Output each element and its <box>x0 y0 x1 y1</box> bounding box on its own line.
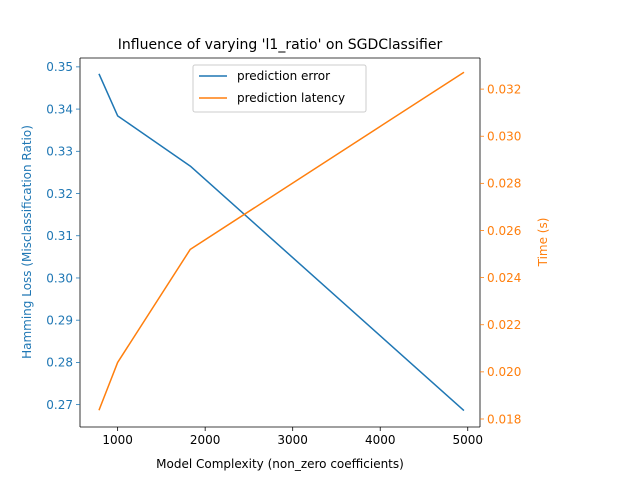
y-right-tick-label: 0.028 <box>487 177 521 191</box>
x-axis-label: Model Complexity (non_zero coefficients) <box>156 457 404 471</box>
x-tick-label: 3000 <box>277 433 308 447</box>
x-tick-label: 1000 <box>102 433 133 447</box>
y-left-tick-label: 0.27 <box>46 398 73 412</box>
chart-title: Influence of varying 'l1_ratio' on SGDCl… <box>118 37 443 53</box>
y-right-tick-label: 0.030 <box>487 130 521 144</box>
y-right-tick-label: 0.018 <box>487 412 521 426</box>
y-right-tick-label: 0.022 <box>487 318 521 332</box>
legend-label-prediction-latency: prediction latency <box>237 91 345 105</box>
x-tick-label: 5000 <box>452 433 483 447</box>
series-line-prediction-error <box>98 73 465 412</box>
y-left-tick-label: 0.31 <box>46 229 73 243</box>
legend: prediction error prediction latency <box>192 64 367 113</box>
y-right-tick-label: 0.032 <box>487 82 521 96</box>
y-right-tick-label: 0.024 <box>487 271 521 285</box>
plot-area: 1000 2000 3000 4000 5000 0.27 0.28 0.29 0.30 0.31… <box>46 57 521 447</box>
y-left-tick-label: 0.28 <box>46 356 73 370</box>
x-tick-label: 4000 <box>365 433 396 447</box>
y-left-tick-label: 0.33 <box>46 145 73 159</box>
y-left-tick-label: 0.34 <box>46 102 73 116</box>
x-tick-label: 2000 <box>190 433 221 447</box>
y-axis-label-left: Hamming Loss (Misclassification Ratio) <box>20 125 34 359</box>
y-axis-label-right: Time (s) <box>536 218 550 268</box>
y-right-tick-label: 0.026 <box>487 224 521 238</box>
legend-box <box>192 64 367 113</box>
legend-label-prediction-error: prediction error <box>237 69 330 83</box>
series-line-prediction-latency <box>98 71 465 411</box>
y-left-tick-label: 0.29 <box>46 313 73 327</box>
y-left-tick-label: 0.35 <box>46 60 73 74</box>
y-right-tick-label: 0.020 <box>487 365 521 379</box>
y-left-tick-label: 0.32 <box>46 187 73 201</box>
y-left-tick-label: 0.30 <box>46 271 73 285</box>
